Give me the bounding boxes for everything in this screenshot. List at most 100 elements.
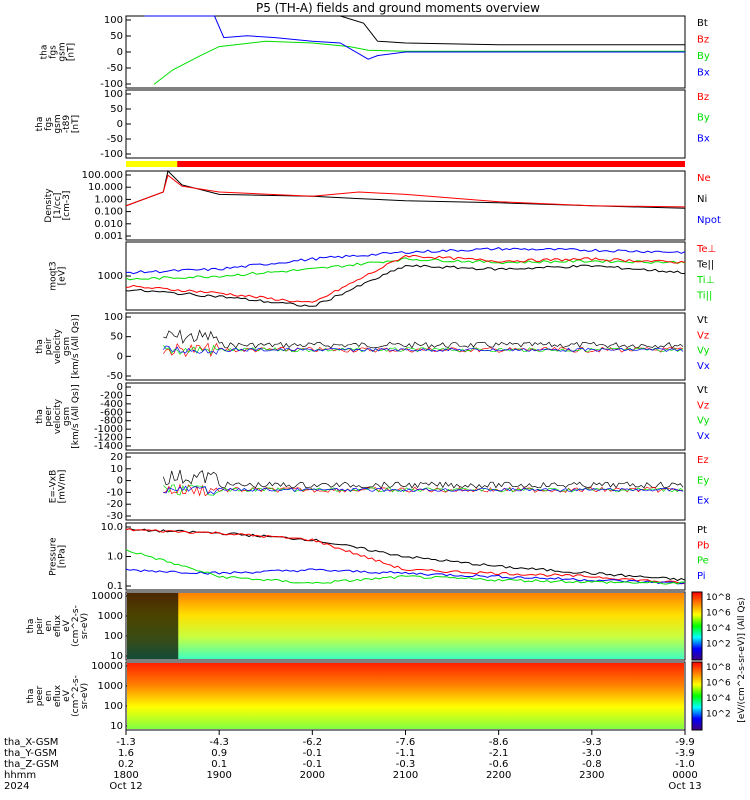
y-tick-label: 50 [110,31,123,42]
x-row-label: tha_Y-GSM [4,748,57,759]
panel-ylabel: thapeervelocitygsm[km/s (All Qs)] [35,384,81,448]
ylabel-line: velocity [53,328,63,364]
series-bx [144,15,685,60]
series-ni [125,170,686,209]
ylabel-line: tha [35,339,45,354]
legend-ti||: Ti|| [696,291,712,302]
ylabel-line: moqt3 [49,261,59,290]
x-date: Oct 12 [109,781,142,792]
y-tick-label: 100 [104,15,123,26]
panel-9: thapeirenefluxeV(cm^2-s-sr-eV)1000010001… [26,591,686,662]
x-coord-value: -7.6 [396,737,416,748]
panel-frame [125,591,686,661]
y-tick-label: 10000 [91,661,123,672]
x-coord-value: -1.3 [116,737,136,748]
x-row-label: tha_Z-GSM [4,759,59,770]
ylabel-line: peer [44,406,54,427]
legend-vy: Vy [697,346,710,357]
x-hhmm: 0000 [672,770,697,781]
legend-te||: Te|| [696,260,714,271]
ylabel-line: [nT] [71,115,81,133]
x-coord-value: -3.9 [675,748,695,759]
y-tick-label: -10 [107,487,123,498]
ylabel-line: -t89 [62,115,72,134]
ylabel-line: (cm^2-s- [71,675,81,717]
y-tick-label: -1200 [94,433,123,444]
ylabel-line: [cm-3] [62,191,72,221]
panel-frame [125,382,686,451]
colorbar-tick: 10^2 [706,640,731,650]
ylabel-line: fgs [49,45,59,59]
ylabel-line: [km/s (All Qs)] [71,314,81,378]
series-ne [125,174,686,208]
legend-pi: Pi [697,571,706,582]
panel-ylabel: Density[1/cc][cm-3] [44,188,72,223]
legend-ex: Ex [697,496,709,507]
y-tick-label: 10.0 [101,522,123,533]
panel-ylabel: Pressure[nPa] [49,537,68,576]
noise-green [163,484,684,496]
colorbar-tick: 10^6 [706,609,731,619]
ylabel-line: eV [62,619,72,632]
ylabel-line: peer [35,685,45,706]
y-tick-label: -30 [107,511,123,522]
y-tick-label: 100 [104,631,123,642]
panel-8: Pressure[nPa] 10.0 1.0 0.1 Pt Pb Pe Pi [49,522,710,592]
noise-black [162,469,684,489]
panel-5: thapeirvelocitygsm[km/s (All Qs)] 100 50 0 -… [35,312,710,382]
legend-te⊥: Te⊥ [696,244,716,255]
y-tick-label: 0 [117,476,123,487]
ylabel-line: [1/cc] [53,193,63,219]
panels-group: thafgsgsm[nT]100500-50-100BtBzByBxthafgs… [26,15,721,732]
panel-10: thapeerenefluxeV(cm^2-s-sr-eV)1000010001… [26,661,686,732]
y-tick-label: 100.000 [82,170,123,181]
ylabel-line: peir [35,617,45,635]
ylabel-line: tha [35,117,45,132]
ylabel-line: E=-VxB [49,470,59,504]
curve-green [125,257,686,281]
ylabel-line: eflux [53,684,63,707]
legend-vx: Vx [697,431,710,442]
y-tick-label: 100 [104,312,123,323]
panel-ylabel: thapeerenefluxeV(cm^2-s-sr-eV) [26,675,90,717]
x-row-label: hhmm [4,770,36,781]
ylabel-line: [km/s (All Qs)] [71,384,81,448]
x-coord-value: -0.1 [303,759,323,770]
ylabel-line: tha [26,689,36,704]
x-coord-value: -8.6 [489,737,509,748]
ylabel-line: en [44,620,54,631]
legend-pb: Pb [697,540,709,551]
y-tick-label: 100 [104,89,123,100]
x-coord-value: -0.3 [396,759,416,770]
panel-2: thafgsgsm-t89[nT] 100 50 0 -50 -100 Bz By Bx [35,89,710,160]
y-tick-label: 1000 [98,611,123,622]
colorbar-label: [eV/(cm^2-s-sr-eV)] (All Qs) [737,597,747,722]
y-tick-label: -20 [107,499,123,510]
x-coord-value: -9.3 [582,737,602,748]
panel-frame [125,89,686,159]
panel-ylabel: thapeirenefluxeV(cm^2-s-sr-eV) [26,605,90,647]
ylabel-line: velocity [53,398,63,434]
noise-black [163,329,684,349]
legend-pt: Pt [697,525,707,536]
y-tick-label: 50 [110,104,123,115]
panel-ylabel: thafgsgsm-t89[nT] [35,114,81,133]
ylabel-line: gsm [53,114,63,133]
y-tick-label: 0.010 [94,219,123,230]
x-coord-value: 0.9 [211,748,227,759]
y-tick-label: 50 [110,332,123,343]
panel-6: thapeervelocitygsm[km/s (All Qs)] 0-200-4… [35,382,710,452]
y-tick-label: 10.000 [88,182,123,193]
panel-frame [125,452,686,521]
curve-blue [125,247,686,275]
legend-ne: Ne [697,173,711,184]
series-bt [126,15,685,46]
x-hhmm: 2100 [393,770,418,781]
noise-blue [163,485,684,495]
x-hhmm: 2300 [579,770,604,781]
mode-bar-slow [126,161,178,167]
panel-ylabel: E=-VxB[mV/m] [49,470,68,504]
